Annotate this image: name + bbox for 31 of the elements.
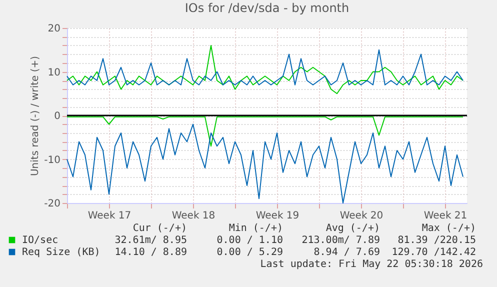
text: Last update: Fri May 22 05:30:18 2026	[260, 259, 483, 270]
text: Avg (-/+)	[326, 223, 380, 234]
x-tick-label: Week 19	[256, 210, 300, 222]
y-tick-label: 10	[48, 67, 60, 78]
text: 0.00 / 5.29	[216, 247, 283, 258]
text: 81.39 /220.15	[398, 235, 476, 246]
text: 129.70 /142.42	[392, 247, 476, 258]
text: Min (-/+)	[228, 223, 283, 234]
text: 32.61m/ 8.95	[114, 235, 187, 246]
line-series	[66, 116, 464, 147]
y-tick-label: 20	[48, 24, 60, 34]
legend-label: Req Size (KB)	[22, 247, 100, 258]
line-series	[66, 45, 464, 94]
line-series	[66, 124, 464, 204]
text: 213.00m/ 7.89	[302, 235, 380, 246]
x-tick-label: Week 21	[424, 210, 468, 222]
text: Max (-/+)	[422, 223, 476, 234]
x-tick-label: Week 17	[88, 210, 132, 222]
line-series	[66, 49, 464, 86]
text: Cur (-/+)	[132, 223, 187, 234]
text: 8.94 / 7.69	[314, 247, 380, 258]
y-axis-title: Units read (-) / write (+)	[30, 56, 42, 176]
y-tick-label: -10	[44, 154, 60, 166]
text: 14.10 / 8.89	[114, 247, 187, 258]
y-tick-label: 0	[54, 111, 60, 122]
y-tick-label: -20	[44, 198, 60, 210]
x-tick-label: Week 18	[172, 210, 216, 222]
chart-title: IOs for /dev/sda - by month	[184, 1, 350, 15]
legend-label: IO/sec	[22, 235, 58, 246]
text: 0.00 / 1.10	[216, 235, 283, 246]
x-tick-label: Week 20	[340, 210, 384, 222]
